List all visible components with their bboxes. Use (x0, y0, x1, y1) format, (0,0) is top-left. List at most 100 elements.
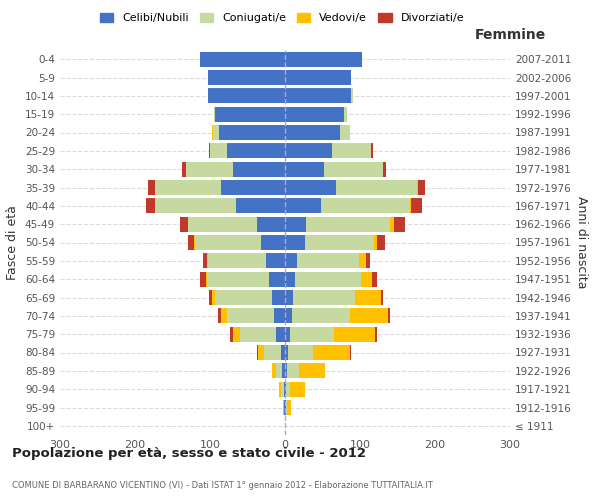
Bar (282, 364, 285, 378)
Bar (285, 345, 288, 360)
Bar (287, 400, 291, 415)
Bar (411, 198, 422, 214)
Bar (321, 198, 409, 214)
Bar (187, 216, 257, 232)
Bar (324, 162, 383, 176)
Bar (285, 88, 351, 104)
Bar (264, 345, 281, 360)
Bar (285, 308, 292, 324)
Bar (286, 382, 290, 396)
Bar (285, 52, 362, 66)
Bar (306, 216, 390, 232)
Bar (372, 272, 377, 286)
Bar (257, 216, 285, 232)
Bar (359, 254, 366, 268)
Bar (281, 382, 284, 396)
Bar (276, 326, 285, 342)
Bar (285, 400, 286, 415)
Bar (418, 180, 425, 195)
Bar (257, 345, 258, 360)
Bar (285, 106, 343, 122)
Bar (292, 308, 350, 324)
Bar (297, 254, 359, 268)
Bar (274, 308, 285, 324)
Bar (155, 198, 236, 214)
Bar (285, 272, 295, 286)
Bar (343, 106, 347, 122)
Bar (373, 235, 377, 250)
Bar (236, 198, 285, 214)
Bar (285, 70, 351, 85)
Bar (266, 254, 285, 268)
Bar (381, 290, 383, 305)
Bar (283, 400, 284, 415)
Bar (218, 308, 221, 324)
Bar (212, 125, 213, 140)
Bar (355, 290, 381, 305)
Text: Femmine: Femmine (475, 28, 545, 42)
Bar (208, 70, 285, 85)
Bar (313, 345, 350, 360)
Bar (227, 308, 274, 324)
Bar (285, 290, 293, 305)
Bar (212, 290, 215, 305)
Bar (284, 400, 285, 415)
Bar (388, 308, 390, 324)
Bar (383, 162, 386, 176)
Text: COMUNE DI BARBARANO VICENTINO (VI) - Dati ISTAT 1° gennaio 2012 - Elaborazione T: COMUNE DI BARBARANO VICENTINO (VI) - Dat… (12, 480, 433, 490)
Bar (269, 272, 285, 286)
Bar (305, 235, 373, 250)
Bar (290, 326, 334, 342)
Bar (230, 326, 233, 342)
Bar (285, 180, 336, 195)
Bar (371, 144, 373, 158)
Bar (276, 364, 282, 378)
Bar (227, 144, 285, 158)
Bar (209, 144, 210, 158)
Bar (351, 88, 353, 104)
Bar (299, 364, 325, 378)
Bar (258, 345, 264, 360)
Bar (194, 235, 195, 250)
Bar (290, 382, 305, 396)
Bar (285, 144, 332, 158)
Bar (286, 400, 287, 415)
Bar (281, 345, 285, 360)
Bar (409, 198, 411, 214)
Bar (219, 125, 285, 140)
Bar (375, 326, 377, 342)
Bar (261, 235, 285, 250)
Bar (285, 326, 290, 342)
Bar (285, 235, 305, 250)
Bar (233, 326, 240, 342)
Bar (350, 345, 351, 360)
Bar (207, 272, 269, 286)
Bar (199, 272, 205, 286)
Bar (215, 290, 271, 305)
Bar (361, 272, 372, 286)
Bar (349, 125, 350, 140)
Bar (209, 290, 212, 305)
Bar (146, 198, 155, 214)
Bar (285, 254, 297, 268)
Y-axis label: Fasce di età: Fasce di età (7, 205, 19, 280)
Bar (293, 290, 355, 305)
Bar (213, 125, 219, 140)
Bar (155, 180, 221, 195)
Bar (295, 272, 361, 286)
Bar (188, 235, 194, 250)
Bar (221, 180, 285, 195)
Bar (205, 272, 207, 286)
Bar (148, 180, 155, 195)
Bar (200, 52, 285, 66)
Bar (350, 308, 388, 324)
Bar (215, 106, 285, 122)
Bar (417, 180, 418, 195)
Bar (203, 254, 207, 268)
Bar (279, 382, 281, 396)
Bar (210, 144, 227, 158)
Bar (336, 180, 417, 195)
Bar (285, 216, 306, 232)
Bar (332, 144, 371, 158)
Bar (271, 290, 285, 305)
